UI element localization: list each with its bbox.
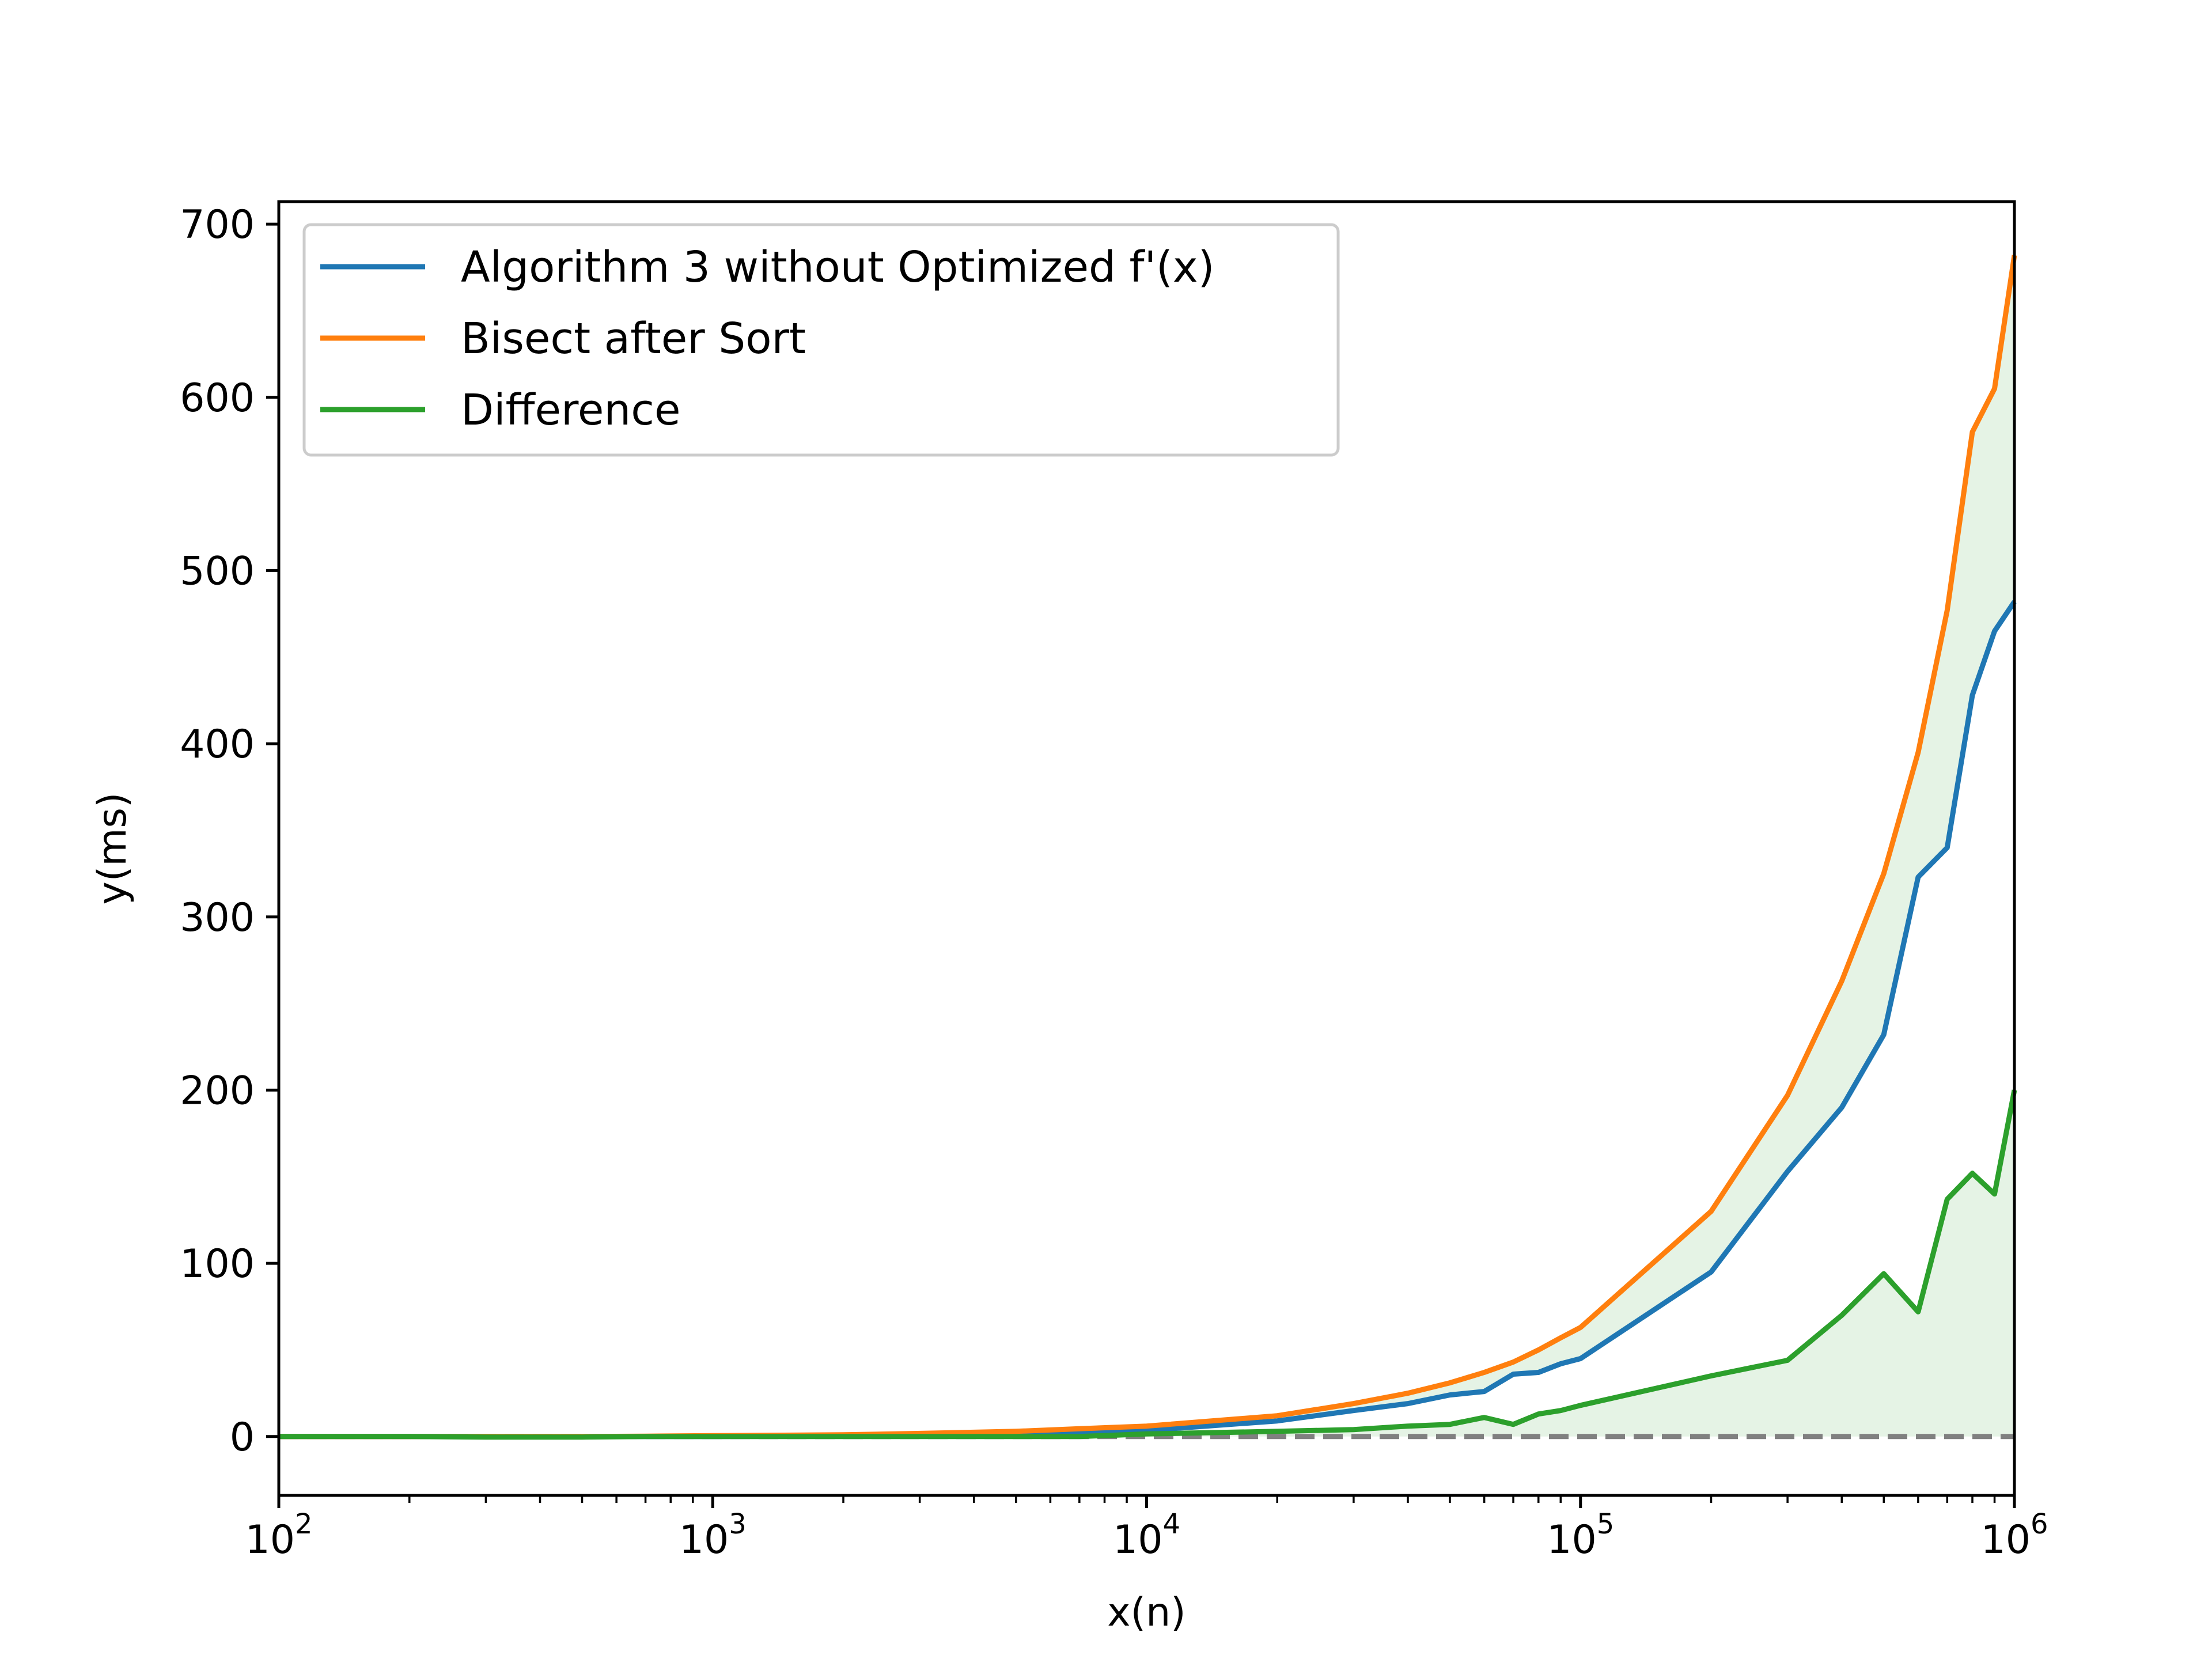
y-tick-label: 700 <box>180 202 255 248</box>
x-tick-label: 102 <box>245 1508 312 1563</box>
x-tick-label: 106 <box>1980 1508 2048 1563</box>
y-tick-label: 200 <box>180 1068 255 1113</box>
y-axis-label: y(ms) <box>90 793 135 905</box>
x-tick-label: 104 <box>1113 1508 1180 1563</box>
series-line-2 <box>279 1089 2017 1440</box>
y-tick-label: 300 <box>180 895 255 941</box>
y-tick-label: 0 <box>230 1415 255 1460</box>
legend-label: Algorithm 3 without Optimized f'(x) <box>461 243 1214 292</box>
x-tick-label: 105 <box>1547 1508 1614 1563</box>
y-tick-label: 500 <box>180 548 255 594</box>
legend: Algorithm 3 without Optimized f'(x) Bisec… <box>302 223 1340 457</box>
axes: 102 103 104 105 106 0 100 200 300 400 500 600 700 <box>180 200 2048 1563</box>
y-tick-label: 400 <box>180 722 255 767</box>
legend-label: Bisect after Sort <box>461 314 806 363</box>
plot-area <box>279 255 2017 1440</box>
y-tick-label: 600 <box>180 376 255 421</box>
difference-fill-area <box>279 1090 2014 1437</box>
legend-label: Difference <box>461 385 681 435</box>
x-tick-label: 103 <box>679 1508 747 1563</box>
x-axis-label: x(n) <box>1107 1590 1185 1635</box>
y-tick-label: 100 <box>180 1241 255 1287</box>
legend-box <box>302 223 1340 457</box>
